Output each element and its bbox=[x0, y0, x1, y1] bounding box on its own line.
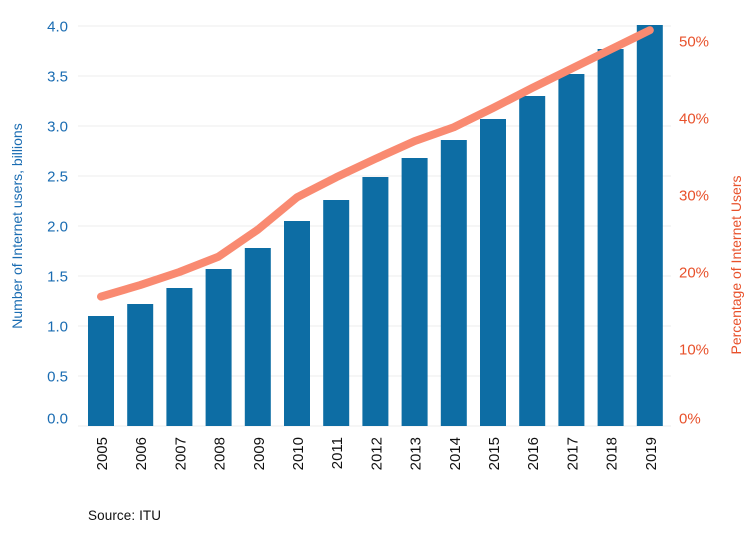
bar-2019 bbox=[636, 25, 663, 426]
source-note: Source: ITU bbox=[88, 508, 162, 523]
x-axis-tick-2013: 2013 bbox=[408, 437, 425, 470]
x-axis-tick-2009: 2009 bbox=[251, 437, 268, 470]
right-axis-title: Percentage of Internet Users bbox=[728, 176, 744, 355]
left-axis-tick: 1.0 bbox=[47, 318, 68, 335]
x-axis-tick-2016: 2016 bbox=[525, 437, 542, 470]
bar-2018 bbox=[597, 49, 624, 426]
right-axis-tick: 0% bbox=[679, 410, 701, 427]
left-axis-tick: 0.5 bbox=[47, 368, 68, 385]
right-axis-tick: 10% bbox=[679, 341, 709, 358]
left-axis-tick: 3.0 bbox=[47, 118, 68, 135]
x-axis-tick-2014: 2014 bbox=[447, 437, 464, 470]
x-axis-tick-2007: 2007 bbox=[172, 437, 189, 470]
bar-2016 bbox=[519, 96, 546, 426]
x-axis-tick-2012: 2012 bbox=[368, 437, 385, 470]
x-axis-tick-2010: 2010 bbox=[290, 437, 307, 470]
bar-2005 bbox=[88, 316, 114, 426]
left-axis-tick: 1.5 bbox=[47, 268, 68, 285]
left-axis-title: Number of Internet users, billions bbox=[9, 123, 25, 328]
left-axis-tick: 2.5 bbox=[47, 168, 68, 185]
bar-2014 bbox=[440, 140, 467, 426]
x-axis-tick-2019: 2019 bbox=[643, 437, 660, 470]
bar-2012 bbox=[362, 177, 389, 426]
line-series bbox=[97, 26, 654, 301]
left-axis-tick: 4.0 bbox=[47, 18, 68, 35]
right-axis-tick: 30% bbox=[679, 187, 709, 204]
x-axis-tick-2005: 2005 bbox=[94, 437, 111, 470]
axis-tick-labels: 0.0 0.5 1.0 1.5 2.0 2.5 3.0 3.5 4.0 0% 10% 20% 30% 40… bbox=[47, 18, 709, 470]
right-axis-tick: 20% bbox=[679, 264, 709, 281]
left-axis-tick: 3.5 bbox=[47, 68, 68, 85]
right-axis-tick: 40% bbox=[679, 110, 709, 127]
bar-2011 bbox=[323, 200, 350, 426]
x-axis-tick-2018: 2018 bbox=[604, 437, 621, 470]
x-axis-tick-2011: 2011 bbox=[329, 437, 346, 469]
bar-2015 bbox=[480, 119, 506, 426]
bar-2006 bbox=[127, 304, 154, 426]
x-axis-tick-2008: 2008 bbox=[212, 437, 229, 470]
right-axis-tick: 50% bbox=[679, 33, 709, 50]
bar-series bbox=[88, 25, 663, 426]
penetration-line bbox=[97, 26, 654, 301]
x-axis-tick-2006: 2006 bbox=[133, 437, 150, 470]
bar-2008 bbox=[205, 269, 232, 426]
bar-2007 bbox=[166, 288, 193, 426]
x-axis-tick-2017: 2017 bbox=[564, 437, 581, 470]
bar-2017 bbox=[558, 74, 585, 426]
bar-2013 bbox=[401, 158, 428, 426]
left-axis-tick: 0.0 bbox=[47, 410, 68, 427]
x-axis-tick-2015: 2015 bbox=[486, 437, 503, 470]
left-axis-tick: 2.0 bbox=[47, 218, 68, 235]
bar-2009 bbox=[244, 248, 271, 426]
bar-2010 bbox=[284, 221, 310, 426]
